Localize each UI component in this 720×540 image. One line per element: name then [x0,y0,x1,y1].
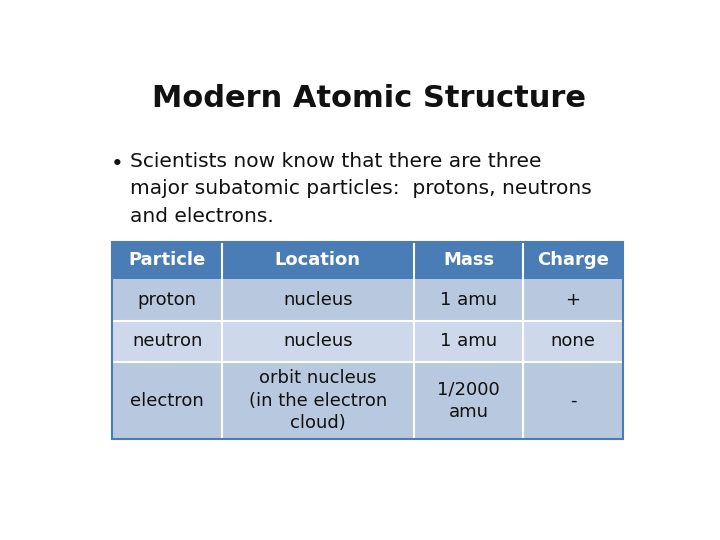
Text: Scientists now know that there are three
major subatomic particles:  protons, ne: Scientists now know that there are three… [130,152,592,226]
Text: proton: proton [138,291,197,309]
Text: Mass: Mass [443,251,494,269]
Text: none: none [551,332,595,350]
Text: +: + [566,291,580,309]
FancyBboxPatch shape [222,362,413,439]
Text: Location: Location [275,251,361,269]
FancyBboxPatch shape [413,241,523,279]
Text: Modern Atomic Structure: Modern Atomic Structure [152,84,586,112]
FancyBboxPatch shape [523,321,623,362]
Text: orbit nucleus
(in the electron
cloud): orbit nucleus (in the electron cloud) [248,369,387,433]
FancyBboxPatch shape [112,279,222,321]
Text: nucleus: nucleus [283,291,353,309]
FancyBboxPatch shape [413,362,523,439]
FancyBboxPatch shape [523,279,623,321]
Text: electron: electron [130,392,204,409]
FancyBboxPatch shape [112,241,222,279]
Text: -: - [570,392,576,409]
Text: neutron: neutron [132,332,202,350]
FancyBboxPatch shape [523,362,623,439]
Text: 1 amu: 1 amu [440,332,497,350]
FancyBboxPatch shape [112,362,222,439]
Text: Charge: Charge [537,251,609,269]
FancyBboxPatch shape [413,321,523,362]
FancyBboxPatch shape [222,321,413,362]
Text: •: • [111,154,124,174]
Text: 1 amu: 1 amu [440,291,497,309]
FancyBboxPatch shape [413,279,523,321]
FancyBboxPatch shape [222,241,413,279]
Text: nucleus: nucleus [283,332,353,350]
Text: 1/2000
amu: 1/2000 amu [437,380,500,421]
FancyBboxPatch shape [523,241,623,279]
FancyBboxPatch shape [222,279,413,321]
Text: Particle: Particle [129,251,206,269]
FancyBboxPatch shape [112,321,222,362]
